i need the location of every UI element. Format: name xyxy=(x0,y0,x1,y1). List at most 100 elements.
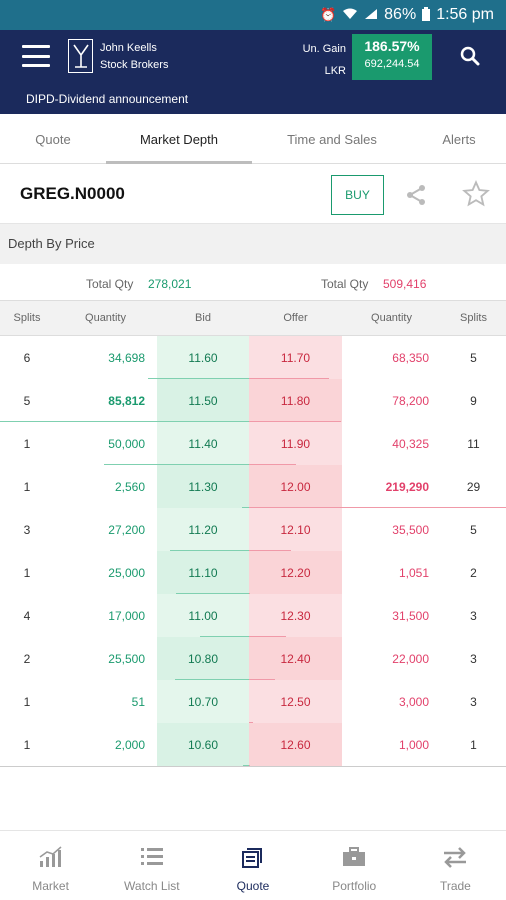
depth-row[interactable]: 3 27,200 11.20 12.10 35,500 5 xyxy=(0,508,506,551)
bid-quantity: 85,812 xyxy=(108,393,145,408)
depth-row[interactable]: 6 34,698 11.60 11.70 68,350 5 xyxy=(0,336,506,379)
bid-quantity: 25,000 xyxy=(108,565,145,580)
offer-quantity: 1,051 xyxy=(398,565,429,580)
depth-row[interactable]: 5 85,812 11.50 11.80 78,200 9 xyxy=(0,379,506,422)
bid-volume-bar xyxy=(104,464,249,465)
offer-volume-bar xyxy=(249,722,253,723)
offer-volume-bar xyxy=(249,421,341,422)
tab-time-and-sales[interactable]: Time and Sales xyxy=(287,132,377,147)
depth-table-header: Splits Quantity Bid Offer Quantity Split… xyxy=(0,300,506,336)
buy-button[interactable]: BUY xyxy=(331,175,384,215)
gain-percent: 186.57% xyxy=(364,38,420,54)
nav-portfolio-label: Portfolio xyxy=(332,879,377,893)
bid-price: 11.60 xyxy=(157,336,249,379)
bid-splits: 6 xyxy=(23,350,31,365)
bid-price: 11.00 xyxy=(157,594,249,637)
gain-value: 692,244.54 xyxy=(364,58,420,70)
bid-volume-bar xyxy=(175,679,249,680)
bid-price: 11.20 xyxy=(157,508,249,551)
bid-volume-bar xyxy=(243,765,249,766)
col-offer-quantity: Quantity xyxy=(371,312,412,324)
offer-splits: 2 xyxy=(470,565,477,580)
menu-icon[interactable] xyxy=(22,45,50,67)
tab-market-depth[interactable]: Market Depth xyxy=(106,114,252,164)
bid-price: 10.70 xyxy=(157,680,249,723)
bid-splits: 1 xyxy=(23,694,31,709)
nav-quote-label: Quote xyxy=(236,879,270,893)
nav-watch-list[interactable]: Watch List xyxy=(101,831,202,900)
nav-quote[interactable]: Quote xyxy=(202,831,303,900)
bid-splits: 2 xyxy=(23,651,31,666)
bid-quantity: 25,500 xyxy=(108,651,145,666)
offer-quantity: 22,000 xyxy=(392,651,429,666)
offer-volume-bar xyxy=(249,550,291,551)
bid-price: 11.40 xyxy=(157,422,249,465)
offer-total-label: Total Qty xyxy=(321,277,369,291)
depth-row[interactable]: 1 2,000 10.60 12.60 1,000 1 xyxy=(0,723,506,766)
nav-market[interactable]: Market xyxy=(0,831,101,900)
offer-splits: 3 xyxy=(470,651,477,666)
bid-quantity: 2,560 xyxy=(114,479,145,494)
depth-row[interactable]: 4 17,000 11.00 12.30 31,500 3 xyxy=(0,594,506,637)
briefcase-icon xyxy=(343,847,366,866)
battery-level: 86% xyxy=(384,6,417,23)
unrealized-gain-label: Un. Gain xyxy=(302,43,346,55)
brand-line-2: Stock Brokers xyxy=(100,59,169,71)
nav-trade[interactable]: Trade xyxy=(405,831,506,900)
bid-total-label: Total Qty xyxy=(86,277,134,291)
bid-splits: 1 xyxy=(23,737,31,752)
alarm-icon: ⏰ xyxy=(319,7,337,22)
offer-price: 11.70 xyxy=(249,336,342,379)
offer-price: 12.30 xyxy=(249,594,342,637)
bid-quantity: 50,000 xyxy=(108,436,145,451)
col-bid-splits: Splits xyxy=(13,312,41,324)
offer-splits: 11 xyxy=(467,436,480,451)
bid-volume-bar xyxy=(242,507,249,508)
tab-quote[interactable]: Quote xyxy=(35,132,71,147)
offer-splits: 9 xyxy=(470,393,477,408)
offer-volume-bar xyxy=(249,679,275,680)
swap-arrows-icon xyxy=(444,847,467,868)
gain-summary[interactable]: 186.57% 692,244.54 xyxy=(352,34,432,80)
offer-quantity: 219,290 xyxy=(385,479,429,494)
search-icon[interactable] xyxy=(460,46,480,66)
bid-quantity: 34,698 xyxy=(108,350,145,365)
chart-icon xyxy=(39,846,62,867)
quote-icon xyxy=(242,848,262,868)
depth-row[interactable]: 1 50,000 11.40 11.90 40,325 11 xyxy=(0,422,506,465)
offer-price: 12.20 xyxy=(249,551,342,594)
offer-splits: 5 xyxy=(470,522,477,537)
offer-quantity: 78,200 xyxy=(392,393,429,408)
offer-price: 12.60 xyxy=(249,723,342,766)
share-icon[interactable] xyxy=(404,183,428,207)
bid-price: 11.10 xyxy=(157,551,249,594)
nav-watch-list-label: Watch List xyxy=(124,879,180,893)
bid-volume-bar xyxy=(170,550,249,551)
offer-price: 11.90 xyxy=(249,422,342,465)
bid-splits: 1 xyxy=(23,436,31,451)
bid-quantity: 27,200 xyxy=(108,522,145,537)
bid-total-qty: 278,021 xyxy=(148,277,192,291)
status-bar: ⏰ 86% 1:56 pm xyxy=(0,0,506,30)
star-icon[interactable] xyxy=(462,180,490,208)
bid-quantity: 17,000 xyxy=(108,608,145,623)
depth-row[interactable]: 1 2,560 11.30 12.00 219,290 29 xyxy=(0,465,506,508)
offer-quantity: 31,500 xyxy=(392,608,429,623)
offer-quantity: 40,325 xyxy=(392,436,429,451)
bid-price: 11.50 xyxy=(157,379,249,422)
quote-tabs: Quote Market Depth Time and Sales Alerts xyxy=(0,114,506,164)
depth-table-body: 6 34,698 11.60 11.70 68,350 5 5 85,812 11.50 11.8… xyxy=(0,336,506,767)
tab-alerts[interactable]: Alerts xyxy=(442,132,476,147)
offer-quantity: 3,000 xyxy=(398,694,429,709)
bid-volume-bar xyxy=(176,593,249,594)
brand-logo xyxy=(68,39,93,73)
depth-row[interactable]: 1 51 10.70 12.50 3,000 3 xyxy=(0,680,506,723)
bid-splits: 4 xyxy=(23,608,31,623)
announcement-ticker[interactable]: DIPD-Dividend announcement xyxy=(26,92,189,106)
depth-row[interactable]: 1 25,000 11.10 12.20 1,051 2 xyxy=(0,551,506,594)
bid-volume-bar xyxy=(148,378,249,379)
depth-row[interactable]: 2 25,500 10.80 12.40 22,000 3 xyxy=(0,637,506,680)
offer-splits: 1 xyxy=(470,737,477,752)
nav-portfolio[interactable]: Portfolio xyxy=(304,831,405,900)
offer-total-qty: 509,416 xyxy=(383,277,427,291)
